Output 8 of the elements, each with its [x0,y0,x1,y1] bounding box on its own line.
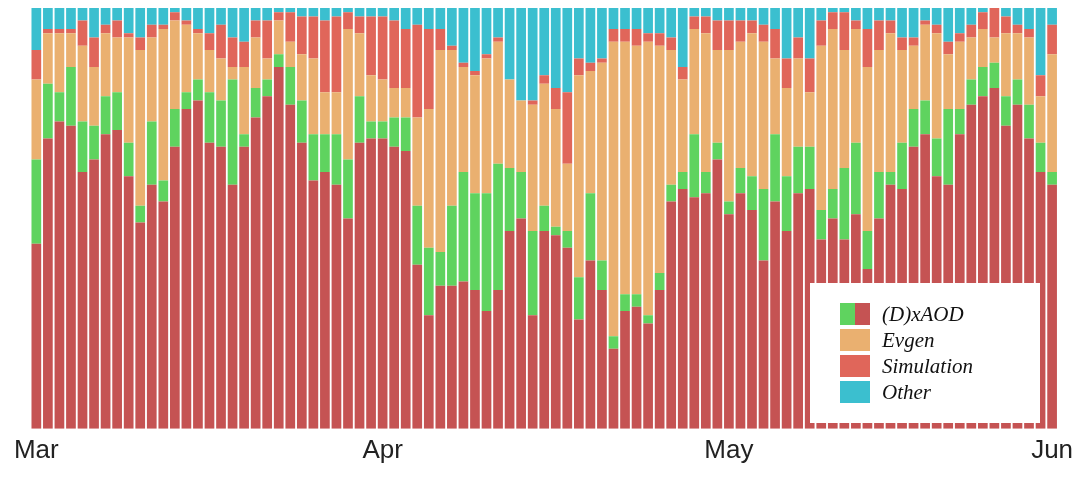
legend-label: (D)xAOD [882,301,964,327]
x-tick-label: May [704,433,754,464]
legend-label: Simulation [882,353,974,379]
x-tick-label: Jun [1031,433,1074,464]
x-tick-label: Apr [362,433,404,464]
legend-label: Other [882,379,931,405]
x-tick-label: Mar [13,433,60,464]
legend-label: Evgen [882,327,935,353]
